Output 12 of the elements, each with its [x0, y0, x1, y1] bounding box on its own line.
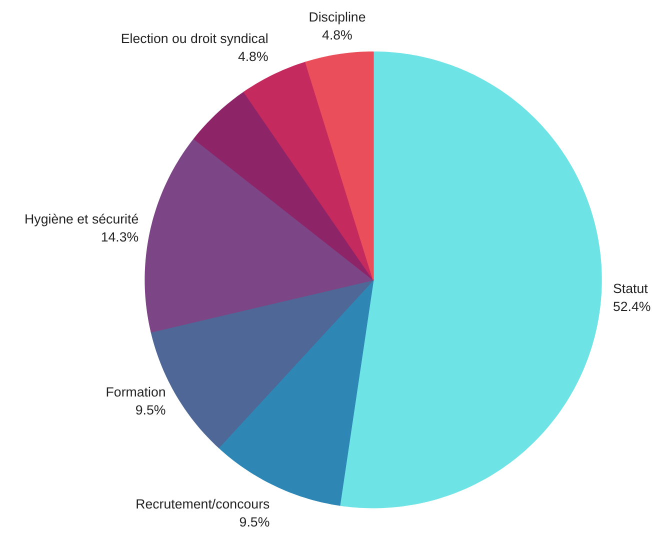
data-label: 52.4%: [612, 299, 651, 314]
data-label: 14.3%: [100, 229, 139, 244]
slice-label: Formation: [106, 384, 166, 400]
slice-label: Hygiène et sécurité: [24, 211, 139, 226]
data-label: 4.8%: [322, 27, 353, 42]
data-label: 9.5%: [135, 402, 166, 418]
slice-label: Statut: [612, 281, 648, 296]
slice-label: Discipline: [308, 9, 366, 24]
data-label: 4.8%: [238, 48, 268, 64]
slice-label: Election ou droit syndical: [120, 30, 268, 46]
data-label: 9.5%: [239, 514, 270, 530]
slice-label: Recrutement/concours: [136, 496, 270, 512]
